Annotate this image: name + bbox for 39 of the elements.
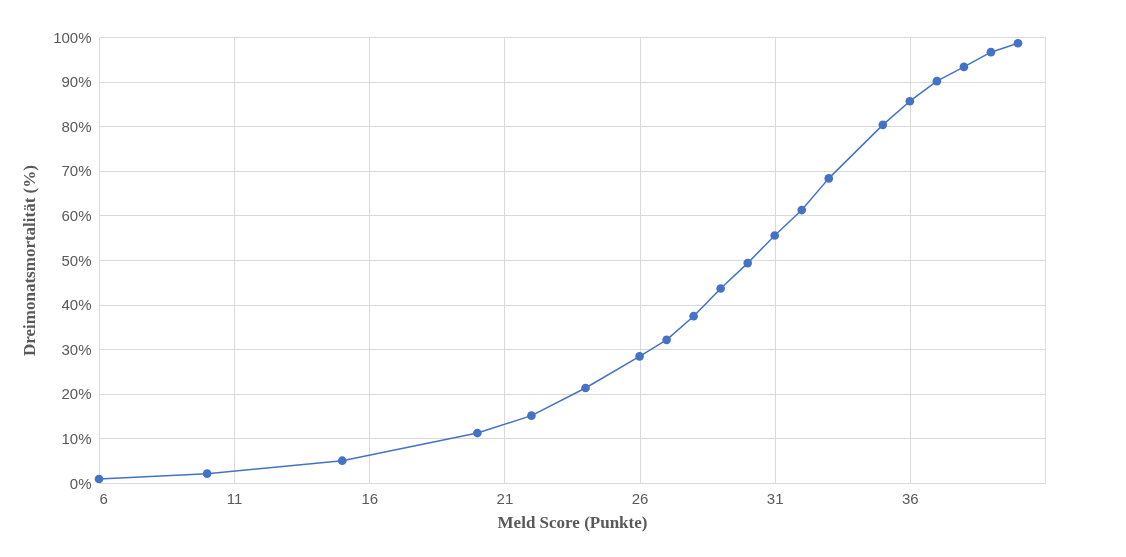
y-tick-label: 0% — [69, 474, 92, 492]
y-tick-label: 40% — [61, 296, 92, 314]
y-tick-label: 10% — [61, 429, 92, 447]
point — [716, 284, 725, 293]
point — [473, 428, 482, 438]
point — [689, 311, 698, 321]
point — [986, 47, 996, 57]
x-tick-label: 26 — [631, 489, 649, 507]
point — [662, 335, 671, 345]
x-tick-label: 31 — [766, 489, 784, 507]
point — [770, 231, 780, 240]
point — [743, 258, 753, 268]
x-tick-label: 11 — [226, 489, 243, 507]
y-tick-label: 20% — [61, 385, 92, 403]
x-tick-label: 6 — [99, 489, 108, 507]
x-tick-label: 16 — [361, 489, 379, 507]
point — [905, 96, 915, 106]
point — [337, 456, 347, 466]
y-tick-label: 60% — [61, 206, 92, 224]
y-tick-label: 30% — [61, 340, 92, 358]
y-tick-label: 70% — [61, 162, 92, 180]
point — [635, 352, 644, 361]
y-tick-label: 50% — [61, 251, 92, 269]
point — [202, 469, 212, 478]
point — [824, 174, 834, 183]
x-axis-title: Meld Score (Punkte) — [497, 512, 648, 532]
y-tick-label: 100% — [53, 28, 92, 46]
x-tick-label: 21 — [496, 489, 514, 507]
y-axis-title: Dreimonatsmortalität (%) — [20, 165, 40, 356]
x-tick-label: 36 — [902, 489, 919, 507]
point — [878, 120, 888, 130]
y-tick-label: 80% — [61, 117, 92, 135]
y-tick-label: 90% — [61, 73, 92, 91]
point — [932, 76, 942, 86]
point — [797, 205, 807, 215]
point — [959, 62, 969, 72]
point — [1013, 38, 1023, 48]
point — [581, 383, 590, 393]
point — [527, 411, 536, 420]
